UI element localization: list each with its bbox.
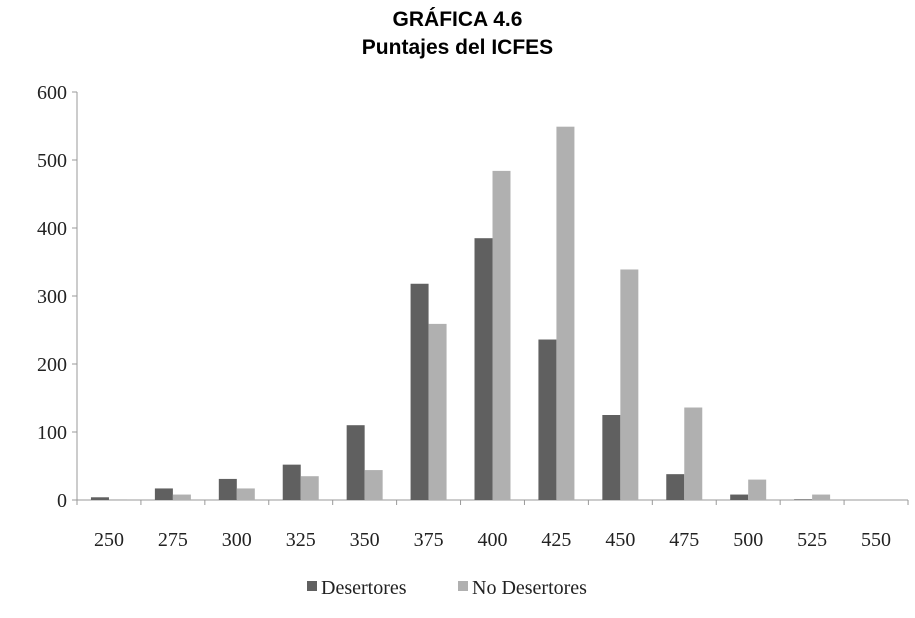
legend-swatch: [458, 581, 468, 591]
bar-no-desertores: [556, 126, 575, 501]
bar-desertores: [282, 464, 301, 500]
bar-desertores: [474, 238, 493, 500]
x-tick-label: 300: [222, 529, 252, 551]
x-tick-label: 550: [861, 529, 891, 551]
x-tick-label: 525: [797, 529, 827, 551]
bar-no-desertores: [492, 170, 511, 500]
x-tick-label: 400: [478, 529, 508, 551]
bar-no-desertores: [364, 470, 383, 500]
bar-no-desertores: [684, 407, 703, 500]
bar-no-desertores: [300, 476, 319, 500]
bar-no-desertores: [236, 488, 255, 500]
x-tick-label: 275: [158, 529, 188, 551]
x-tick-label: 375: [414, 529, 444, 551]
y-tick-label: 400: [37, 218, 67, 240]
y-tick-label: 300: [37, 286, 67, 308]
bar-desertores: [154, 488, 173, 500]
chart-subtitle: Puntajes del ICFES: [361, 36, 554, 59]
x-tick-label: 250: [94, 529, 124, 551]
x-tick-label: 500: [733, 529, 763, 551]
legend-label: Desertores: [321, 577, 407, 599]
y-tick-label: 500: [37, 150, 67, 172]
y-tick-label: 200: [37, 354, 67, 376]
bar-desertores: [730, 494, 749, 500]
bar-no-desertores: [108, 499, 127, 500]
bar-desertores: [602, 415, 621, 500]
bar-desertores: [410, 283, 429, 500]
bar-no-desertores: [620, 269, 639, 500]
legend-label: No Desertores: [472, 577, 587, 599]
bar-desertores: [794, 499, 813, 500]
bar-no-desertores: [172, 494, 191, 500]
y-tick-label: 0: [57, 490, 67, 512]
bar-no-desertores: [428, 323, 447, 500]
bar-no-desertores: [748, 479, 767, 500]
chart-title: GRÁFICA 4.6: [392, 8, 523, 31]
x-tick-label: 475: [669, 529, 699, 551]
x-tick-label: 325: [286, 529, 316, 551]
bar-no-desertores: [812, 494, 831, 500]
bar-desertores: [538, 339, 557, 500]
legend-swatch: [307, 581, 317, 591]
bar-desertores: [218, 478, 237, 500]
x-tick-label: 350: [350, 529, 380, 551]
y-tick-label: 600: [37, 82, 67, 104]
x-tick-label: 425: [541, 529, 571, 551]
bar-desertores: [666, 474, 685, 500]
y-tick-label: 100: [37, 422, 67, 444]
bar-desertores: [346, 425, 365, 500]
x-tick-label: 450: [605, 529, 635, 551]
bar-desertores: [90, 497, 109, 500]
